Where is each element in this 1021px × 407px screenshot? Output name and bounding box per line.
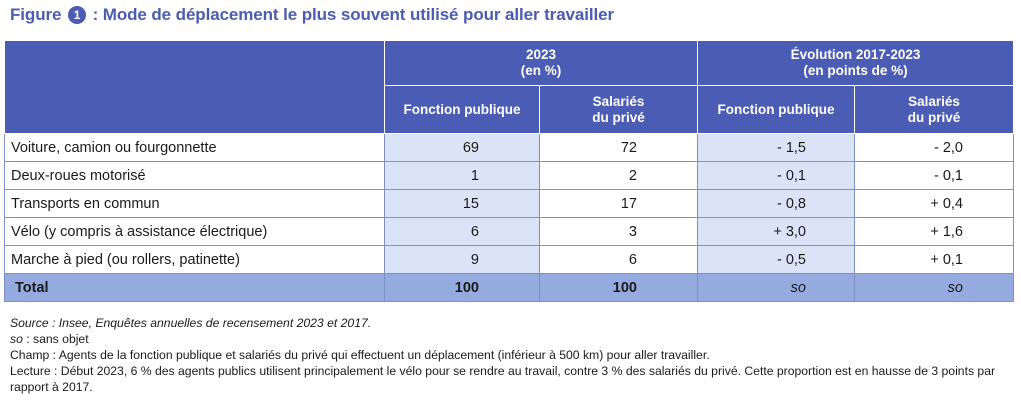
cell-sp-evol: - 0,1 <box>854 161 1014 190</box>
cell-sp-2023: 72 <box>539 133 698 162</box>
table-row: Transports en commun 15 17 - 0,8 + 0,4 <box>4 189 1014 218</box>
table-notes: Source : Insee, Enquêtes annuelles de re… <box>10 315 1015 395</box>
figure-label: Figure <box>10 5 62 24</box>
header-empty-cell <box>4 40 385 134</box>
total-label: Total <box>4 273 385 302</box>
cell-fp-evol: - 1,5 <box>697 133 855 162</box>
subheader-fonction-publique-evol: Fonction publique <box>697 85 855 134</box>
subheader-text: du privé <box>907 109 961 125</box>
cell-sp-2023: 3 <box>539 217 698 246</box>
cell-sp-evol: + 0,4 <box>854 189 1014 218</box>
group-header-2023-line1: 2023 <box>525 47 557 62</box>
subheader-fonction-publique-2023: Fonction publique <box>384 85 540 134</box>
source-note: Source : Insee, Enquêtes annuelles de re… <box>10 316 372 330</box>
figure-title: Figure 1 : Mode de déplacement le plus s… <box>10 5 614 25</box>
cell-sp-2023: 17 <box>539 189 698 218</box>
cell-sp-evol: + 1,6 <box>854 217 1014 246</box>
cell-fp-evol: - 0,1 <box>697 161 855 190</box>
group-header-evolution: Évolution 2017-2023 (en points de %) <box>697 40 1014 86</box>
cell-fp-2023: 69 <box>384 133 540 162</box>
table-total-row: Total 100 100 so so <box>4 273 1014 302</box>
subheader-text: du privé <box>592 109 645 125</box>
cell-fp-2023: 6 <box>384 217 540 246</box>
data-table: 2023 (en %) Évolution 2017-2023 (en poin… <box>4 40 1014 302</box>
figure-number-badge: 1 <box>67 6 86 24</box>
cell-sp-2023: 2 <box>539 161 698 190</box>
total-sp-evol: so <box>854 273 1014 302</box>
group-header-evolution-line2: (en points de %) <box>803 63 908 78</box>
table-row: Vélo (y compris à assistance électrique)… <box>4 217 1014 246</box>
cell-fp-evol: - 0,8 <box>697 189 855 218</box>
group-header-2023-line2: (en %) <box>520 63 562 78</box>
cell-fp-2023: 15 <box>384 189 540 218</box>
row-label: Marche à pied (ou rollers, patinette) <box>4 245 385 274</box>
row-label: Transports en commun <box>4 189 385 218</box>
cell-sp-evol: - 2,0 <box>854 133 1014 162</box>
table-row: Marche à pied (ou rollers, patinette) 9 … <box>4 245 1014 274</box>
so-abbr: so <box>10 332 23 346</box>
so-note: so : sans objet <box>10 331 1015 347</box>
cell-fp-2023: 9 <box>384 245 540 274</box>
subheader-text: Fonction publique <box>717 101 835 117</box>
subheader-text: Salariés <box>592 93 645 109</box>
subheader-text: Salariés <box>908 93 960 109</box>
cell-fp-evol: - 0,5 <box>697 245 855 274</box>
row-label: Deux-roues motorisé <box>4 161 385 190</box>
subheader-text: Fonction publique <box>403 101 521 117</box>
subheader-salaries-prive-evol: Salariés du privé <box>854 85 1014 134</box>
total-fp-evol: so <box>697 273 855 302</box>
subheader-salaries-prive-2023: Salariés du privé <box>539 85 698 134</box>
table-row: Voiture, camion ou fourgonnette 69 72 - … <box>4 133 1014 162</box>
group-header-evolution-line1: Évolution 2017-2023 <box>790 47 921 62</box>
cell-fp-2023: 1 <box>384 161 540 190</box>
total-sp-2023: 100 <box>539 273 698 302</box>
table-row: Deux-roues motorisé 1 2 - 0,1 - 0,1 <box>4 161 1014 190</box>
lecture-note: Lecture : Début 2023, 6 % des agents pub… <box>10 364 996 394</box>
group-header-2023: 2023 (en %) <box>384 40 698 86</box>
row-label: Vélo (y compris à assistance électrique) <box>4 217 385 246</box>
figure-title-text: : Mode de déplacement le plus souvent ut… <box>92 5 614 24</box>
cell-sp-2023: 6 <box>539 245 698 274</box>
cell-sp-evol: + 0,1 <box>854 245 1014 274</box>
row-label: Voiture, camion ou fourgonnette <box>4 133 385 162</box>
champ-note: Champ : Agents de la fonction publique e… <box>10 348 710 362</box>
cell-fp-evol: + 3,0 <box>697 217 855 246</box>
total-fp-2023: 100 <box>384 273 540 302</box>
so-text: : sans objet <box>22 332 89 346</box>
